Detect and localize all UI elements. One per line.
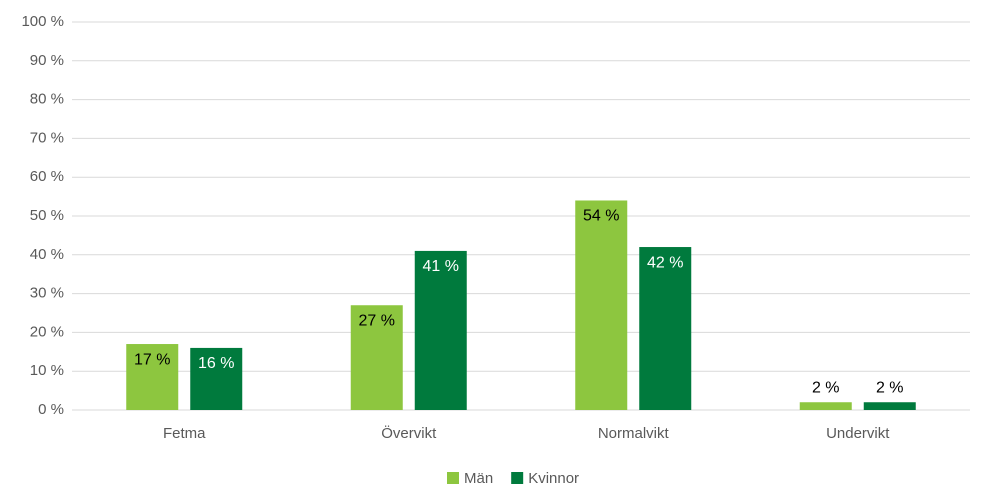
data-label: 17 % xyxy=(134,351,170,368)
bar xyxy=(639,247,692,410)
y-tick-label: 70 % xyxy=(30,129,64,146)
bar xyxy=(126,344,179,410)
y-tick-label: 30 % xyxy=(30,285,64,302)
y-tick-label: 0 % xyxy=(38,401,64,418)
legend-swatch xyxy=(447,472,459,484)
bar xyxy=(575,200,628,410)
legend-swatch xyxy=(511,472,524,484)
x-tick-label: Övervikt xyxy=(381,424,437,442)
data-label: 42 % xyxy=(647,254,683,271)
y-tick-label: 60 % xyxy=(30,168,64,185)
y-tick-label: 50 % xyxy=(30,207,64,224)
bar xyxy=(190,347,243,410)
x-tick-label: Undervikt xyxy=(826,425,890,442)
bar xyxy=(863,402,916,410)
data-label: 2 % xyxy=(876,379,904,396)
bar xyxy=(350,305,403,410)
x-tick-label: Normalvikt xyxy=(598,425,670,442)
data-label: 27 % xyxy=(359,312,395,329)
data-label: 16 % xyxy=(198,355,234,372)
bar xyxy=(799,402,852,410)
y-tick-label: 20 % xyxy=(30,323,64,340)
y-tick-label: 90 % xyxy=(30,52,64,69)
bar xyxy=(414,250,467,410)
y-tick-label: 80 % xyxy=(30,91,64,108)
data-label: 54 % xyxy=(583,208,619,225)
legend-label: Kvinnor xyxy=(528,470,579,487)
data-label: 41 % xyxy=(423,258,459,275)
x-tick-label: Fetma xyxy=(163,425,206,442)
legend-label: Män xyxy=(464,470,493,487)
data-label: 2 % xyxy=(812,379,840,396)
y-tick-label: 40 % xyxy=(30,246,64,263)
y-tick-label: 10 % xyxy=(30,362,64,379)
y-tick-label: 100 % xyxy=(21,13,64,30)
